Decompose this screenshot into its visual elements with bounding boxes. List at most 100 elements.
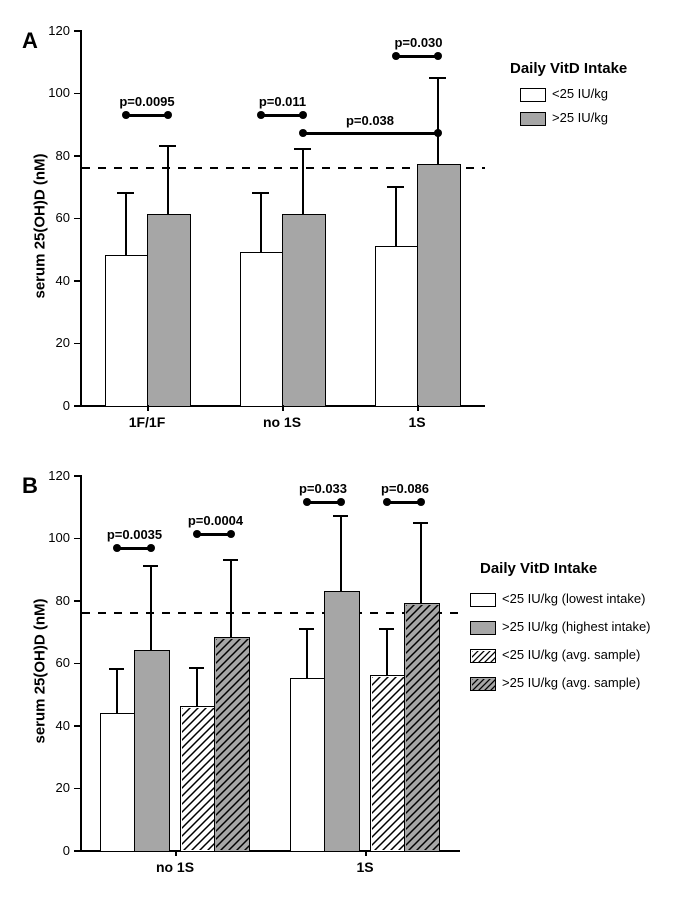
- bracket-dot: [227, 530, 235, 538]
- bracket-dot: [434, 129, 442, 137]
- legend-b-item-2: <25 IU/kg (avg. sample): [502, 647, 640, 662]
- panel-a-chart: serum 25(OH)D (nM) 0 20 40 60 80 100: [0, 0, 681, 445]
- bar-a-1s-low: [375, 246, 419, 407]
- err-cap: [333, 515, 348, 517]
- bracket: [261, 114, 303, 117]
- xtick: [175, 850, 177, 856]
- ytick-label-60: 60: [44, 210, 70, 225]
- ytick-label-0: 0: [44, 398, 70, 413]
- ytick: [74, 663, 80, 665]
- legend-hatch: [472, 651, 495, 662]
- bracket-dot: [303, 498, 311, 506]
- bracket: [303, 132, 438, 135]
- err: [260, 192, 262, 252]
- err: [420, 522, 422, 603]
- legend-hatch: [472, 679, 495, 690]
- ytick: [74, 788, 80, 790]
- bracket-dot: [147, 544, 155, 552]
- pval-b-1: p=0.0004: [173, 513, 258, 528]
- hatch: [372, 677, 405, 850]
- ytick: [74, 218, 80, 220]
- panel-b-yaxis: [80, 475, 82, 850]
- pval-a-3: p=0.038: [330, 113, 410, 128]
- ytick: [74, 155, 80, 157]
- ytick: [74, 850, 80, 852]
- xlabel-no1s: no 1S: [252, 414, 312, 430]
- yticklabel: 100: [40, 530, 70, 545]
- err-cap: [429, 77, 446, 79]
- legend-a-swatch-1: [520, 112, 546, 126]
- bracket-dot: [193, 530, 201, 538]
- bracket-dot: [122, 111, 130, 119]
- err: [340, 515, 342, 591]
- bar-b-no1s-s0: [100, 713, 136, 852]
- legend-b-item-3: >25 IU/kg (avg. sample): [502, 675, 640, 690]
- bracket-dot: [383, 498, 391, 506]
- bar-a-no1s-low: [240, 252, 284, 407]
- bar-b-1s-s0: [290, 678, 326, 852]
- err: [125, 192, 127, 255]
- bracket-dot: [417, 498, 425, 506]
- hatch: [216, 639, 249, 850]
- bracket: [117, 547, 151, 550]
- pval-b-3: p=0.086: [365, 481, 445, 496]
- err-cap: [143, 565, 158, 567]
- xlabel-b-1s: 1S: [335, 859, 395, 875]
- xlabel-1f1f: 1F/1F: [117, 414, 177, 430]
- pval-b-2: p=0.033: [283, 481, 363, 496]
- yticklabel: 60: [44, 655, 70, 670]
- bracket: [197, 533, 231, 536]
- ytick: [74, 405, 80, 407]
- bracket-dot: [164, 111, 172, 119]
- err: [386, 628, 388, 675]
- pval-a-0: p=0.0095: [102, 94, 192, 109]
- bar-b-1s-s1: [324, 591, 360, 852]
- hatch: [182, 708, 215, 850]
- bar-a-1s-high: [417, 164, 461, 407]
- legend-b-item-1: >25 IU/kg (highest intake): [502, 619, 651, 634]
- bracket-dot: [434, 52, 442, 60]
- bar-a-1f1f-low: [105, 255, 149, 407]
- err: [167, 145, 169, 214]
- bracket-dot: [299, 129, 307, 137]
- ytick-label-80: 80: [44, 148, 70, 163]
- err-cap: [413, 522, 428, 524]
- bracket-dot: [113, 544, 121, 552]
- legend-a-item-1: >25 IU/kg: [552, 110, 608, 125]
- yticklabel: 20: [44, 780, 70, 795]
- ytick-label-100: 100: [40, 85, 70, 100]
- bracket: [387, 501, 421, 504]
- err-cap: [223, 559, 238, 561]
- bracket: [396, 55, 438, 58]
- yticklabel: 120: [40, 468, 70, 483]
- panel-b-chart: serum 25(OH)D (nM) 0 20 40 60 80 100 120: [0, 445, 681, 890]
- err-cap: [379, 628, 394, 630]
- err-cap: [294, 148, 311, 150]
- err-cap: [159, 145, 176, 147]
- xtick: [147, 405, 149, 411]
- err-cap: [252, 192, 269, 194]
- bracket-dot: [337, 498, 345, 506]
- legend-a-item-0: <25 IU/kg: [552, 86, 608, 101]
- bar-a-no1s-high: [282, 214, 326, 407]
- ytick: [74, 343, 80, 345]
- bracket: [307, 501, 341, 504]
- ytick: [74, 280, 80, 282]
- err: [395, 186, 397, 246]
- yticklabel: 40: [44, 718, 70, 733]
- figure-container: A serum 25(OH)D (nM) 0 20 40 60 80: [0, 0, 681, 905]
- yticklabel: 0: [44, 843, 70, 858]
- ytick-label-40: 40: [44, 273, 70, 288]
- xtick: [365, 850, 367, 856]
- bar-a-1f1f-high: [147, 214, 191, 407]
- err: [116, 668, 118, 713]
- ytick: [74, 600, 80, 602]
- panel-a: A serum 25(OH)D (nM) 0 20 40 60 80: [0, 0, 681, 445]
- pval-b-0: p=0.0035: [92, 527, 177, 542]
- legend-a-title: Daily VitD Intake: [510, 60, 627, 77]
- bracket: [126, 114, 168, 117]
- pval-a-1: p=0.011: [240, 94, 325, 109]
- ytick: [74, 93, 80, 95]
- legend-b-item-0: <25 IU/kg (lowest intake): [502, 591, 645, 606]
- panel-b: B serum 25(OH)D (nM) 0 20 40 60 80 100 1…: [0, 445, 681, 905]
